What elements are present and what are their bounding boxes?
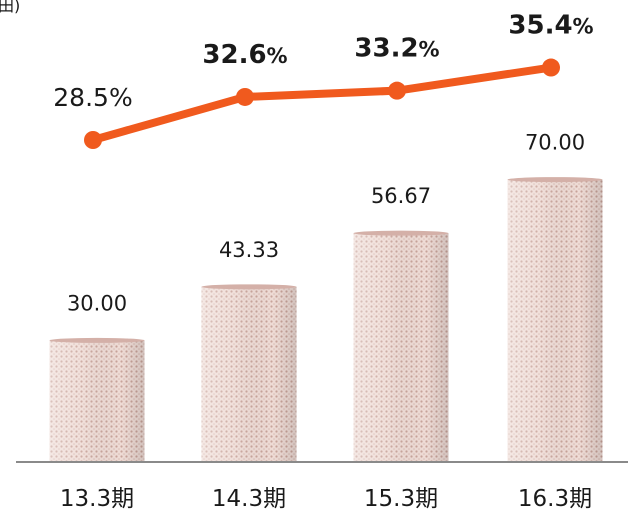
line-value-label: 28.5%: [53, 83, 132, 112]
line-point: [84, 131, 102, 149]
line-value-label: 33.2%: [354, 34, 439, 64]
bar: [507, 177, 603, 461]
corner-text: 田): [0, 0, 20, 15]
bar: [49, 337, 145, 461]
x-tick-label: 13.3期: [60, 486, 134, 512]
line-point: [388, 81, 406, 100]
bar: [353, 230, 449, 461]
x-tick-label: 14.3期: [212, 486, 286, 512]
line-value-label: 32.6%: [202, 40, 287, 70]
bar-value-label: 30.00: [67, 291, 127, 315]
bar-value-label: 56.67: [371, 184, 431, 208]
bar-value-label: 70.00: [525, 131, 585, 155]
x-tick-label: 16.3期: [518, 486, 592, 512]
bar: [201, 284, 297, 461]
line-point: [236, 87, 254, 106]
line-value-label: 35.4%: [508, 11, 593, 41]
bar-value-label: 43.33: [219, 238, 279, 262]
line-point: [542, 58, 560, 77]
ratio-line: [89, 63, 555, 144]
x-tick-label: 15.3期: [364, 486, 438, 512]
